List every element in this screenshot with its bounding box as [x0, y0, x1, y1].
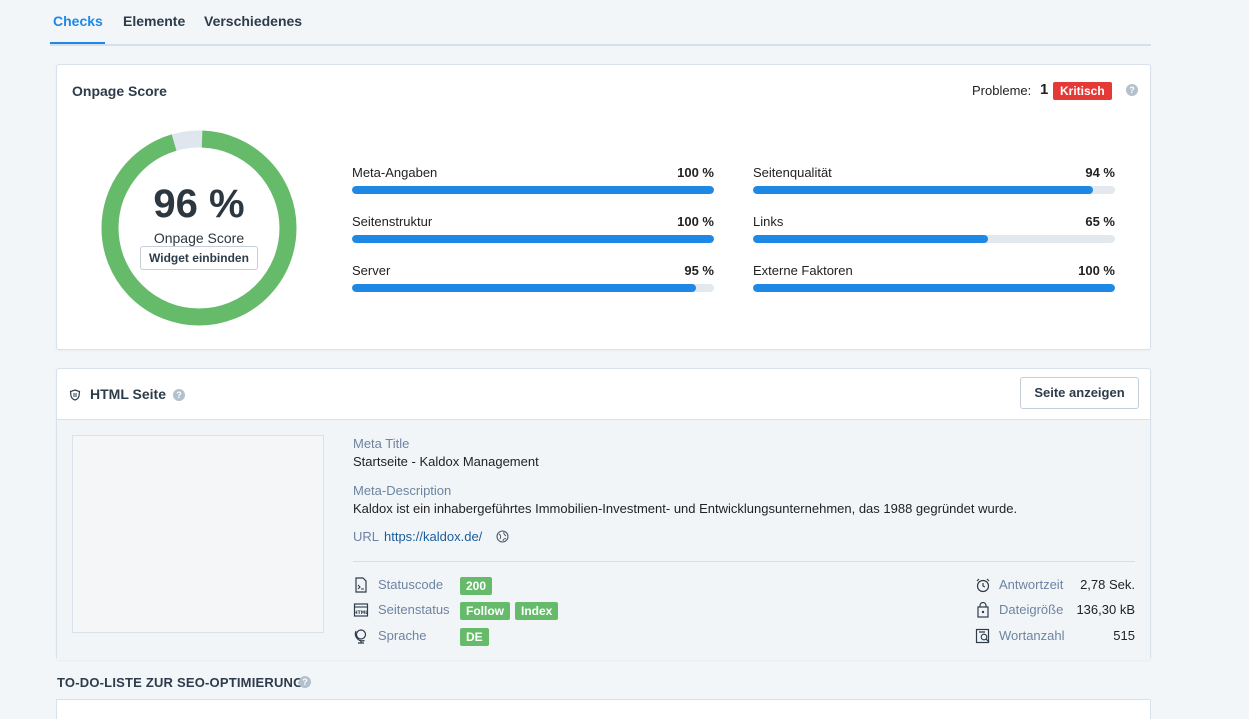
active-tab-indicator [50, 42, 105, 44]
status-code-badge: 200 [460, 577, 493, 595]
critical-badge[interactable]: Kritisch [1053, 82, 1112, 100]
file-lock-icon [975, 601, 991, 618]
tab-bar: Checks Elemente Verschiedenes [50, 0, 1151, 46]
response-time-value: 2,78 Sek. [1080, 577, 1135, 592]
metric-value: 95 % [684, 263, 714, 278]
metric-value: 65 % [1085, 214, 1115, 229]
metric-externe-faktoren: Externe Faktoren 100 % [753, 263, 1115, 293]
index-badge: Index [515, 602, 559, 620]
metric-bar [753, 235, 1115, 243]
metric-bar-fill [753, 284, 1115, 292]
score-label: Onpage Score [153, 230, 245, 246]
response-time-label: Antwortzeit [999, 577, 1064, 592]
word-count-value: 515 [1113, 628, 1135, 643]
donut-center: 96 % Onpage Score Widget einbinden [101, 130, 297, 326]
url-link[interactable]: https://kaldox.de/ [384, 529, 483, 544]
help-icon[interactable]: ? [173, 389, 185, 401]
metric-seitenqualitaet: Seitenqualität 94 % [753, 165, 1115, 195]
metric-value: 100 % [677, 214, 714, 229]
shield-icon [69, 388, 81, 401]
metric-seitenstruktur: Seitenstruktur 100 % [352, 214, 714, 244]
help-icon[interactable]: ? [1126, 84, 1138, 96]
file-size-value: 136,30 kB [1076, 602, 1135, 617]
todo-list-card [56, 699, 1151, 719]
separator [353, 561, 1135, 562]
metric-label: Server [352, 263, 391, 278]
score-donut-chart [101, 130, 297, 326]
globe-stand-icon [353, 628, 369, 644]
metric-value: 94 % [1085, 165, 1115, 180]
file-size-label: Dateigröße [999, 602, 1064, 617]
page-thumbnail [72, 435, 324, 633]
html-page-header: HTML Seite ? Seite anzeigen [57, 369, 1150, 420]
metric-bar-fill [352, 284, 696, 292]
follow-badge: Follow [460, 602, 510, 620]
meta-description-label: Meta-Description [353, 483, 452, 498]
metric-label: Externe Faktoren [753, 263, 853, 278]
status-code-label: Statuscode [378, 577, 444, 592]
url-label: URL [353, 529, 380, 544]
metric-label: Seitenqualität [753, 165, 832, 180]
metric-meta-angaben: Meta-Angaben 100 % [352, 165, 714, 195]
metric-bar [753, 284, 1115, 292]
help-icon[interactable]: ? [299, 676, 311, 688]
tab-verschiedenes[interactable]: Verschiedenes [204, 13, 303, 29]
html-page-card: HTML Seite ? Seite anzeigen Meta Title S… [56, 368, 1151, 660]
word-count-label: Wortanzahl [999, 628, 1065, 643]
metric-bar [352, 284, 714, 292]
alarm-clock-icon [975, 577, 991, 593]
meta-title-label: Meta Title [353, 436, 410, 451]
metric-links: Links 65 % [753, 214, 1115, 244]
score-donut: 96 % Onpage Score Widget einbinden [101, 130, 297, 326]
metric-bar-fill [352, 186, 714, 194]
tab-checks[interactable]: Checks [53, 13, 103, 29]
meta-title-value: Startseite - Kaldox Management [353, 454, 539, 469]
metric-label: Meta-Angaben [352, 165, 438, 180]
metric-bar [753, 186, 1115, 194]
metric-label: Seitenstruktur [352, 214, 433, 229]
metric-server: Server 95 % [352, 263, 714, 293]
donut-arc [101, 130, 297, 326]
metric-label: Links [753, 214, 784, 229]
problems-count: 1 [1040, 81, 1049, 98]
metric-bar-fill [753, 186, 1094, 194]
todo-list-title: TO-DO-LISTE ZUR SEO-OPTIMIERUNG [57, 675, 304, 690]
widget-embed-button[interactable]: Widget einbinden [140, 246, 258, 270]
globe-icon[interactable] [496, 530, 509, 543]
metric-bar-fill [753, 235, 989, 243]
document-search-icon [975, 628, 991, 644]
metric-bar-fill [352, 235, 714, 243]
language-label: Sprache [378, 628, 427, 643]
html-page-title: HTML Seite [90, 386, 166, 402]
metric-value: 100 % [1078, 263, 1115, 278]
metric-value: 100 % [677, 165, 714, 180]
html-file-icon: HTML [353, 602, 369, 618]
problems-label: Probleme: [972, 83, 1032, 98]
terminal-file-icon [353, 577, 369, 593]
html-page-body: Meta Title Startseite - Kaldox Managemen… [57, 420, 1150, 660]
onpage-score-title: Onpage Score [72, 83, 167, 99]
view-page-button[interactable]: Seite anzeigen [1020, 377, 1139, 409]
score-percentage: 96 % [153, 182, 245, 226]
svg-text:HTML: HTML [354, 610, 368, 616]
metric-bar [352, 235, 714, 243]
meta-description-value: Kaldox ist ein inhabergeführtes Immobili… [353, 501, 1018, 516]
language-badge: DE [460, 628, 489, 646]
page-status-label: Seitenstatus [378, 602, 450, 617]
onpage-score-card: Onpage Score Probleme: 1 Kritisch ? 96 %… [56, 64, 1151, 350]
metric-bar [352, 186, 714, 194]
tab-elemente[interactable]: Elemente [123, 13, 186, 29]
